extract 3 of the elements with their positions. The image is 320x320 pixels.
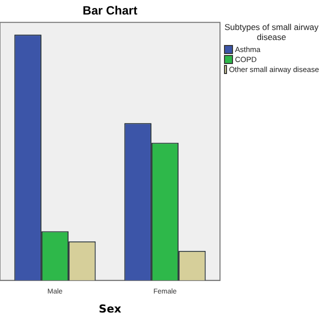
chart-title: Bar Chart bbox=[82, 4, 138, 18]
x-axis-title: Sex bbox=[98, 302, 122, 316]
legend-title: Subtypes of small airway disease bbox=[224, 22, 319, 42]
